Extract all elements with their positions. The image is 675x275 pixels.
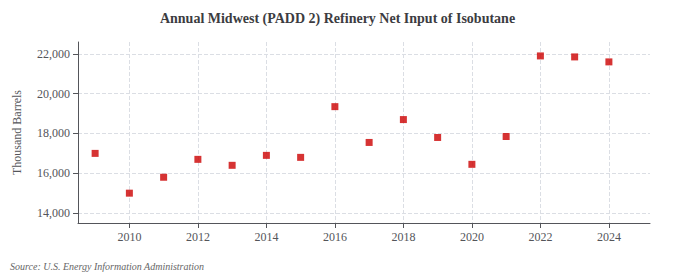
svg-text:2014: 2014 bbox=[254, 230, 278, 244]
svg-text:Annual Midwest (PADD 2) Refine: Annual Midwest (PADD 2) Refinery Net Inp… bbox=[160, 11, 515, 27]
svg-text:2024: 2024 bbox=[597, 230, 621, 244]
svg-text:2020: 2020 bbox=[460, 230, 484, 244]
svg-text:18,000: 18,000 bbox=[37, 126, 70, 140]
svg-text:16,000: 16,000 bbox=[37, 166, 70, 180]
svg-text:Source: U.S. Energy Informatio: Source: U.S. Energy Information Administ… bbox=[10, 261, 204, 272]
svg-text:2018: 2018 bbox=[391, 230, 415, 244]
svg-text:20,000: 20,000 bbox=[37, 87, 70, 101]
svg-text:2012: 2012 bbox=[186, 230, 210, 244]
svg-text:2016: 2016 bbox=[323, 230, 347, 244]
svg-text:22,000: 22,000 bbox=[37, 47, 70, 61]
svg-text:2022: 2022 bbox=[528, 230, 552, 244]
svg-text:14,000: 14,000 bbox=[37, 206, 70, 220]
svg-text:Thousand Barrels: Thousand Barrels bbox=[10, 90, 24, 175]
svg-text:2010: 2010 bbox=[117, 230, 141, 244]
